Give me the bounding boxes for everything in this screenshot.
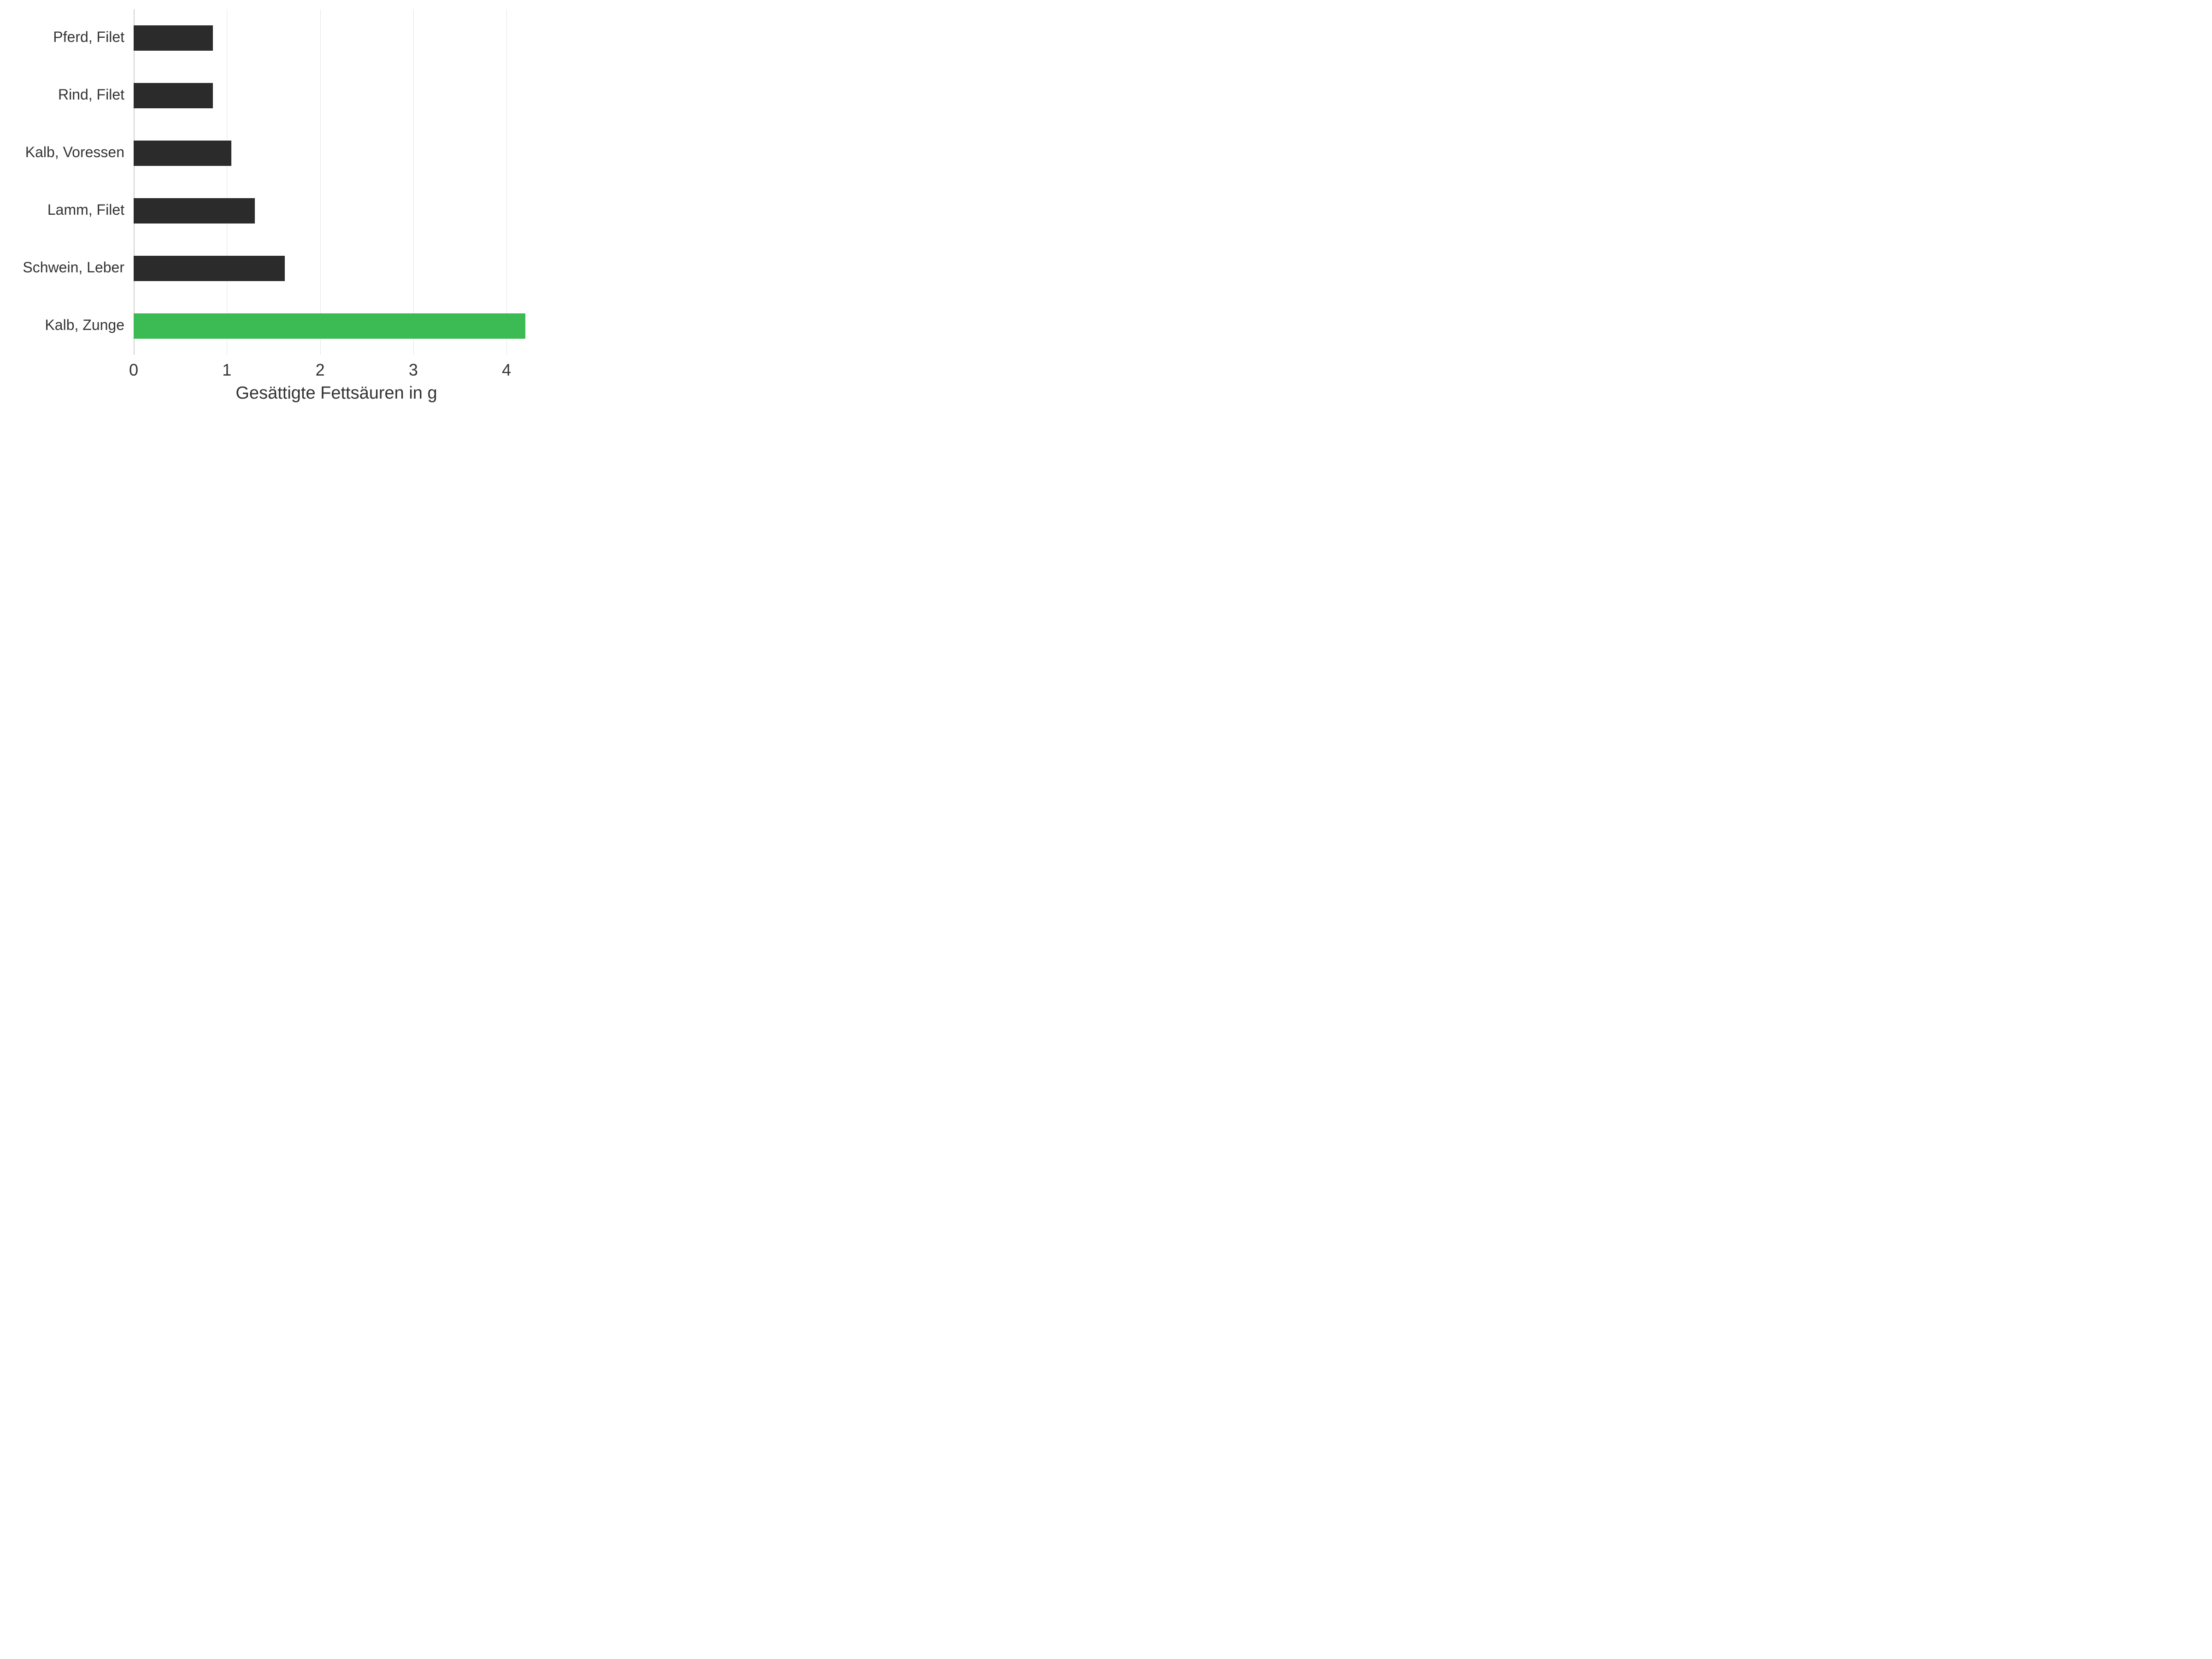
x-axis-tick-label: 3 [409,360,418,380]
y-axis-category-label: Kalb, Voressen [25,144,124,161]
bar [134,256,285,281]
bar [134,83,213,108]
y-axis-category-label: Rind, Filet [58,86,124,103]
x-axis-tick-label: 0 [129,360,138,380]
bar [134,141,231,166]
y-axis-category-label: Pferd, Filet [53,29,124,46]
gridline [413,9,414,355]
y-axis-category-label: Kalb, Zunge [45,317,124,334]
x-axis-tick-label: 2 [316,360,325,380]
x-axis-title: Gesättigte Fettsäuren in g [235,383,437,403]
x-axis-tick-label: 4 [502,360,511,380]
gridline [506,9,507,355]
y-axis-baseline [134,9,135,355]
plot-area [134,9,539,355]
bar [134,25,213,51]
bar [134,198,255,224]
y-axis-category-label: Schwein, Leber [23,259,124,276]
bar [134,313,525,339]
y-axis-category-label: Lamm, Filet [47,201,124,218]
gridline [320,9,321,355]
saturated-fat-bar-chart: Pferd, Filet Rind, Filet Kalb, Voressen Lam… [0,0,553,415]
x-axis-tick-label: 1 [222,360,231,380]
